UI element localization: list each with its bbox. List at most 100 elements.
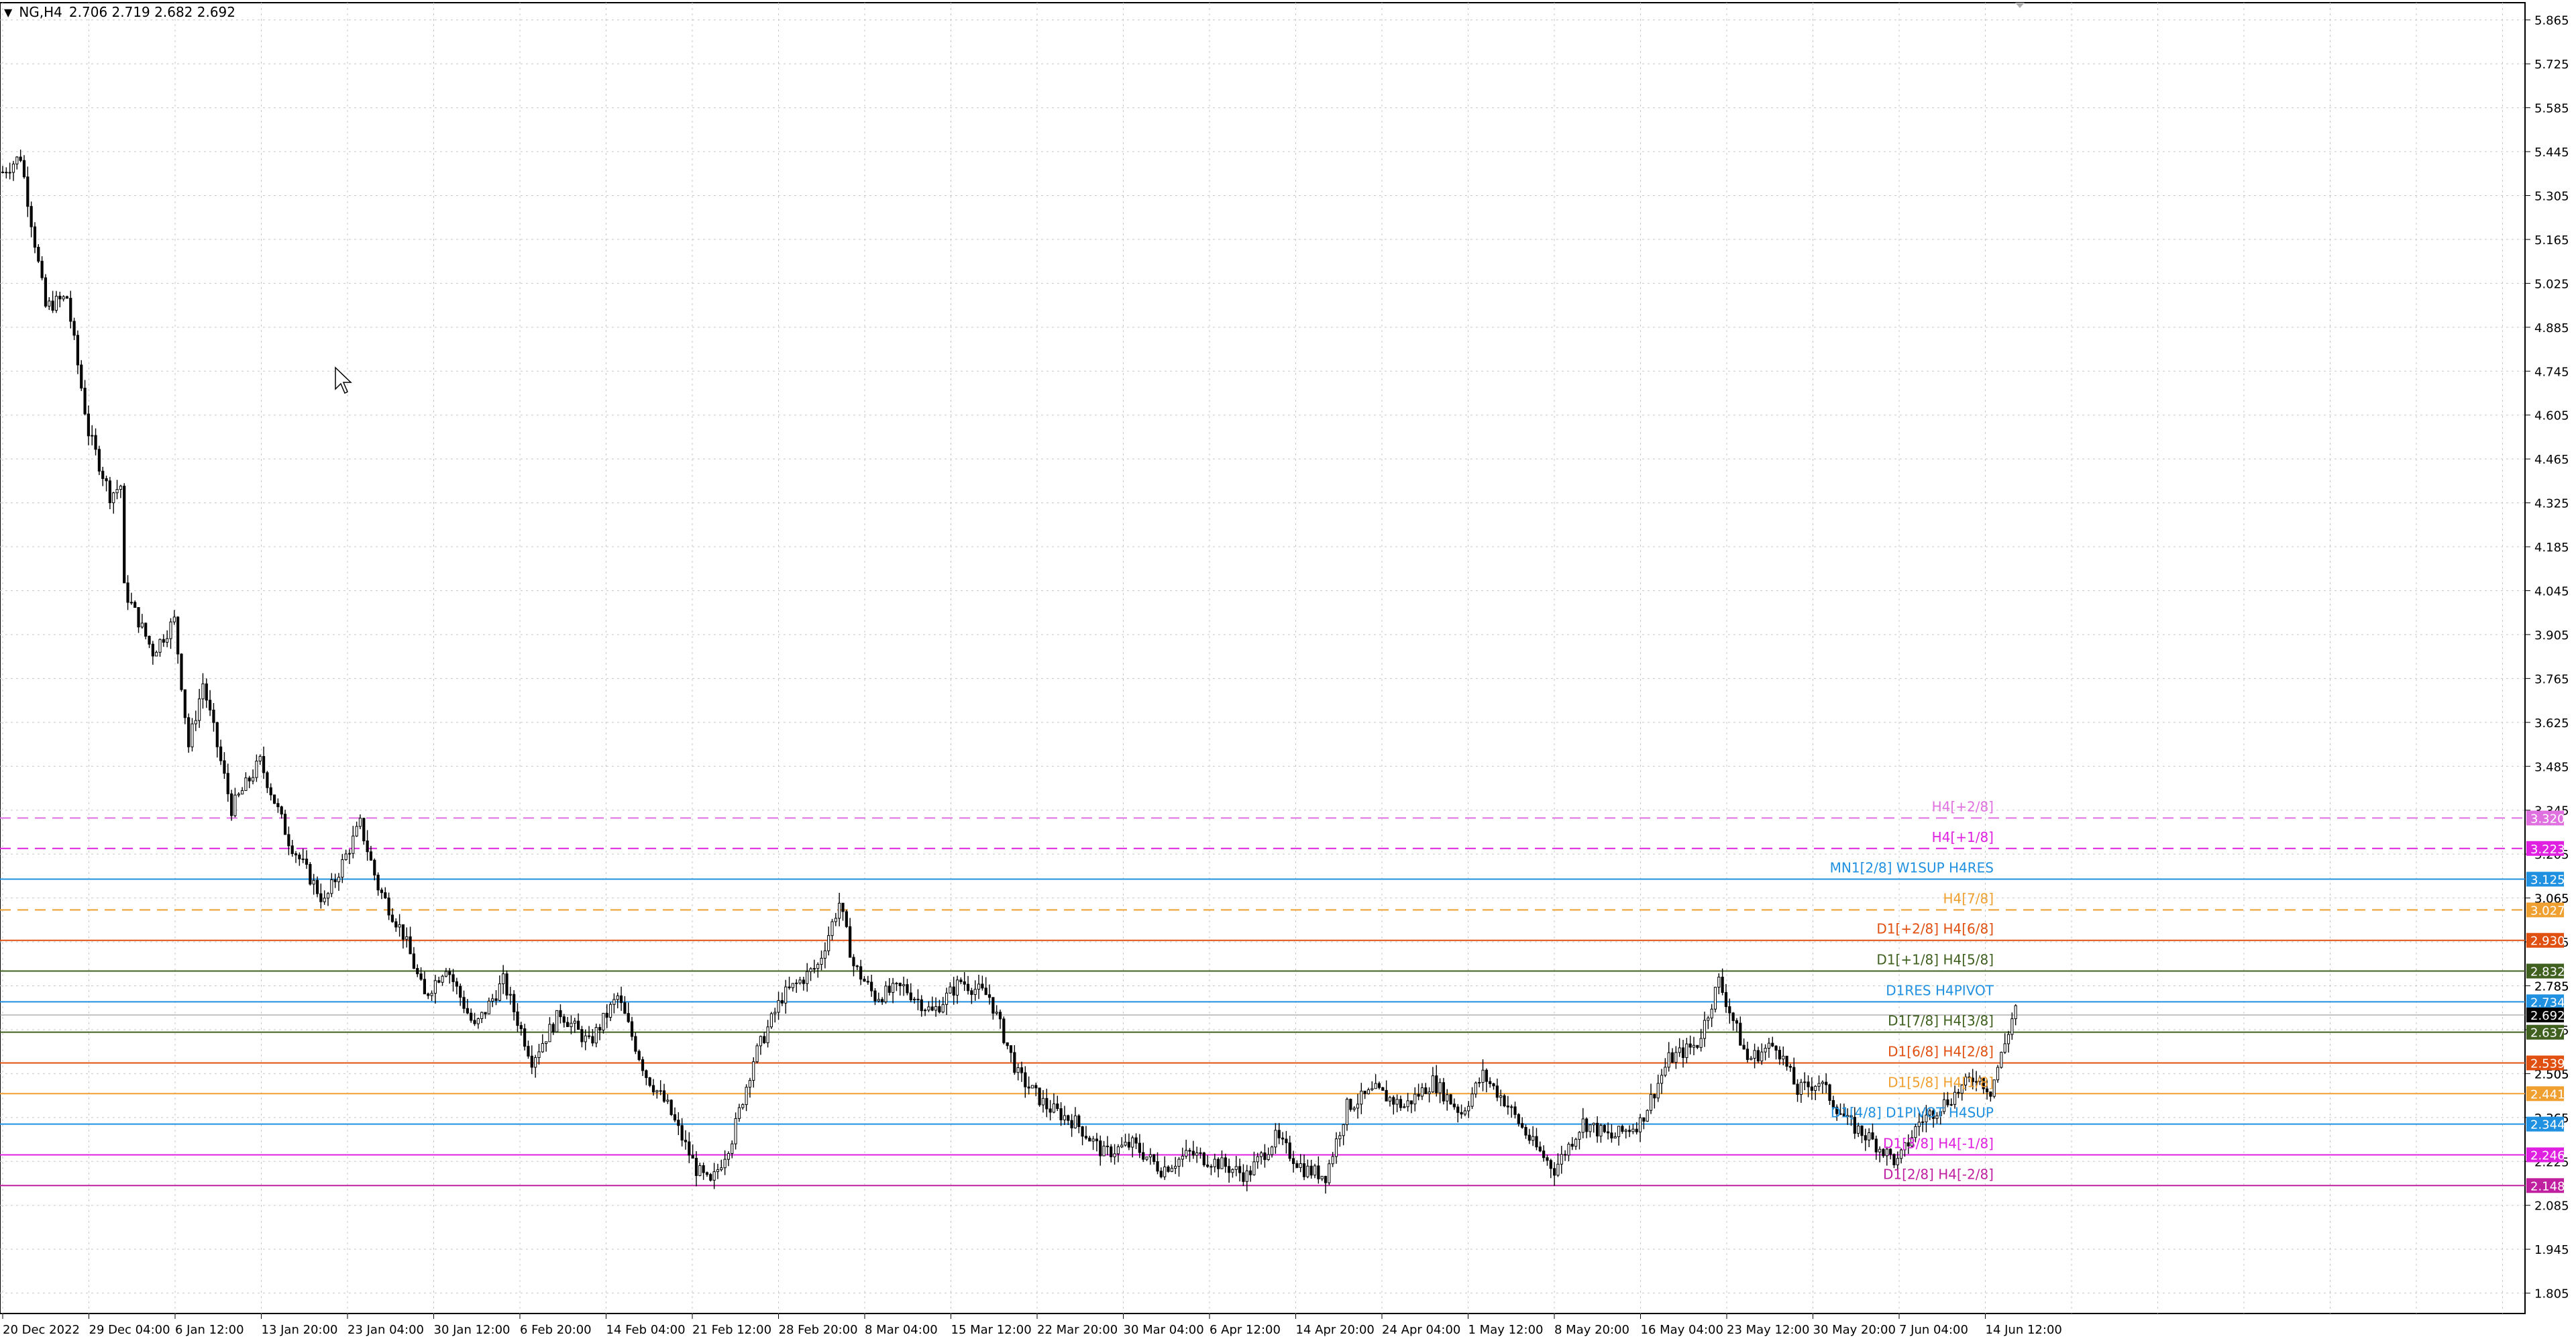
candle: [491, 994, 494, 1008]
candle: [480, 1011, 484, 1024]
candle: [1049, 1100, 1052, 1121]
level-label: MN1[2/8] W1SUP H4RES: [1830, 860, 1994, 876]
candle: [1127, 1133, 1130, 1150]
candle: [176, 616, 180, 664]
candle: [1338, 1132, 1342, 1147]
candle: [172, 610, 176, 625]
price-tag-label: 2.246: [2530, 1148, 2565, 1163]
chart-menu-arrow-icon[interactable]: ▼: [4, 5, 13, 19]
candle: [476, 1017, 480, 1029]
candle: [1106, 1136, 1110, 1155]
candle: [1428, 1087, 1431, 1103]
candle: [398, 914, 401, 937]
candle: [820, 950, 823, 971]
chart-header: ▼ NG,H4 2.706 2.719 2.682 2.692: [4, 4, 235, 20]
candle: [1067, 1114, 1070, 1126]
price-tag-bg: [2526, 871, 2564, 887]
candle: [1621, 1124, 1624, 1134]
candle: [845, 909, 848, 928]
candle: [1914, 1124, 1917, 1142]
candle: [884, 981, 888, 1004]
candle: [1213, 1153, 1216, 1173]
candle: [283, 810, 287, 835]
candle: [1456, 1104, 1460, 1123]
candle: [409, 926, 412, 955]
candle: [366, 830, 369, 861]
candle: [616, 992, 619, 1009]
candle: [1992, 1079, 1996, 1099]
candle: [1295, 1160, 1299, 1169]
candle: [1935, 1112, 1939, 1124]
price-tag-bg: [2526, 1086, 2564, 1102]
candle: [723, 1150, 727, 1175]
candle: [1124, 1133, 1127, 1147]
candle: [230, 790, 233, 821]
x-tick-label: 28 Feb 20:00: [779, 1323, 858, 1337]
y-tick-label: 4.745: [2534, 365, 2569, 379]
candle: [834, 912, 837, 926]
candle: [126, 575, 129, 610]
candle: [1356, 1093, 1360, 1119]
candle: [938, 1000, 941, 1014]
candle: [269, 783, 272, 801]
candle: [1985, 1079, 1989, 1100]
candle: [1420, 1083, 1424, 1100]
candle: [437, 976, 441, 983]
candle: [1313, 1163, 1317, 1179]
candle: [1771, 1036, 1774, 1047]
candle: [691, 1144, 694, 1159]
candle: [1864, 1128, 1867, 1151]
candle: [677, 1112, 680, 1136]
candle: [823, 942, 826, 969]
candle: [1532, 1126, 1535, 1146]
candle: [1517, 1113, 1520, 1127]
candle: [1027, 1076, 1030, 1095]
candle: [1731, 1012, 1735, 1031]
candle: [1449, 1093, 1452, 1105]
candle: [555, 1010, 559, 1032]
candle: [115, 480, 119, 500]
candle: [11, 160, 15, 181]
y-tick-label: 2.085: [2534, 1199, 2569, 1214]
price-tag-bg: [2526, 963, 2564, 979]
candle: [537, 1044, 541, 1065]
candle: [1707, 1016, 1710, 1029]
candle: [769, 1012, 773, 1029]
candle: [508, 986, 512, 1005]
candle: [369, 845, 373, 861]
candle: [551, 1022, 555, 1035]
candle: [1352, 1106, 1356, 1112]
candle: [1753, 1043, 1756, 1069]
candle: [1110, 1144, 1113, 1163]
candle: [51, 290, 54, 313]
candle: [1210, 1164, 1213, 1175]
candle: [1159, 1167, 1163, 1179]
candle: [784, 979, 788, 1014]
candle: [1460, 1104, 1463, 1119]
candle: [1660, 1069, 1664, 1094]
candle: [151, 641, 154, 665]
candle: [849, 918, 852, 958]
candle: [94, 428, 97, 456]
candle: [859, 959, 863, 985]
candle: [1245, 1165, 1248, 1191]
candle: [1181, 1147, 1184, 1167]
candle: [1553, 1162, 1556, 1186]
candle: [1949, 1098, 1953, 1107]
candle: [276, 798, 280, 813]
candle: [1224, 1153, 1227, 1173]
candle: [1564, 1150, 1567, 1161]
y-tick-label: 5.585: [2534, 102, 2569, 116]
candle: [898, 982, 902, 996]
candle: [158, 638, 162, 657]
candle: [1320, 1175, 1324, 1181]
candle: [795, 979, 798, 993]
candle: [1489, 1077, 1492, 1088]
candle: [1438, 1078, 1442, 1104]
candle: [1270, 1145, 1274, 1158]
candle: [788, 976, 791, 990]
candle: [727, 1151, 731, 1167]
y-tick-label: 4.605: [2534, 409, 2569, 423]
candle: [1835, 1104, 1839, 1121]
